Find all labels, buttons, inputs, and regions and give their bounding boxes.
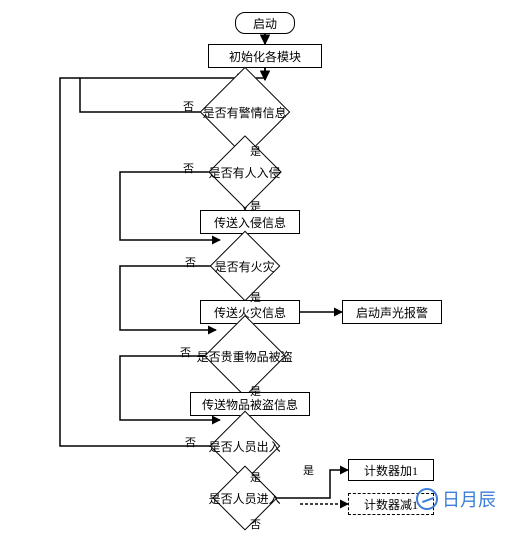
lbl-alarm-no: 否 xyxy=(183,98,194,114)
counter-plus-node: 计数器加1 xyxy=(348,459,434,481)
intrusion-decision-label: 是否有人入侵 xyxy=(209,164,281,181)
lbl-enter-no: 否 xyxy=(250,516,261,532)
lbl-fire-no: 否 xyxy=(185,254,196,270)
watermark-text: 日月辰 xyxy=(442,486,496,512)
counter-minus-label: 计数器减1 xyxy=(364,496,418,513)
lbl-access-yes: 是 xyxy=(250,469,261,485)
fire-decision: 是否有火灾 xyxy=(210,231,281,302)
send-fire-label: 传送火灾信息 xyxy=(214,304,286,321)
lbl-theft-yes: 是 xyxy=(250,383,261,399)
theft-decision-label: 是否贵重物品被盗 xyxy=(197,348,293,365)
lbl-intr-yes: 是 xyxy=(250,198,261,214)
fire-decision-label: 是否有火灾 xyxy=(215,258,275,275)
intrusion-decision: 是否有人入侵 xyxy=(208,135,282,209)
init-node: 初始化各模块 xyxy=(208,44,322,68)
lbl-alarm-yes: 是 xyxy=(250,143,261,159)
enter-decision-label: 是否人员进入 xyxy=(209,490,281,507)
alarm-decision-label: 是否有警情信息 xyxy=(203,104,287,121)
theft-decision: 是否贵重物品被盗 xyxy=(204,315,286,397)
sound-alarm-node: 启动声光报警 xyxy=(342,300,442,324)
lbl-fire-yes: 是 xyxy=(250,289,261,305)
send-intrusion-label: 传送入侵信息 xyxy=(214,214,286,231)
start-node: 启动 xyxy=(235,12,295,34)
init-label: 初始化各模块 xyxy=(229,48,301,65)
lbl-enter-yes: 是 xyxy=(303,462,314,478)
sound-alarm-label: 启动声光报警 xyxy=(356,304,428,321)
lbl-access-no: 否 xyxy=(185,434,196,450)
lbl-theft-no: 否 xyxy=(180,344,191,360)
enter-decision: 是否人员进入 xyxy=(212,465,277,530)
access-decision-label: 是否人员出入 xyxy=(209,438,281,455)
start-label: 启动 xyxy=(253,15,277,32)
watermark-logo-icon xyxy=(416,488,438,510)
lbl-intr-no: 否 xyxy=(183,160,194,176)
counter-plus-label: 计数器加1 xyxy=(364,462,418,479)
watermark: 日月辰 xyxy=(416,486,496,512)
